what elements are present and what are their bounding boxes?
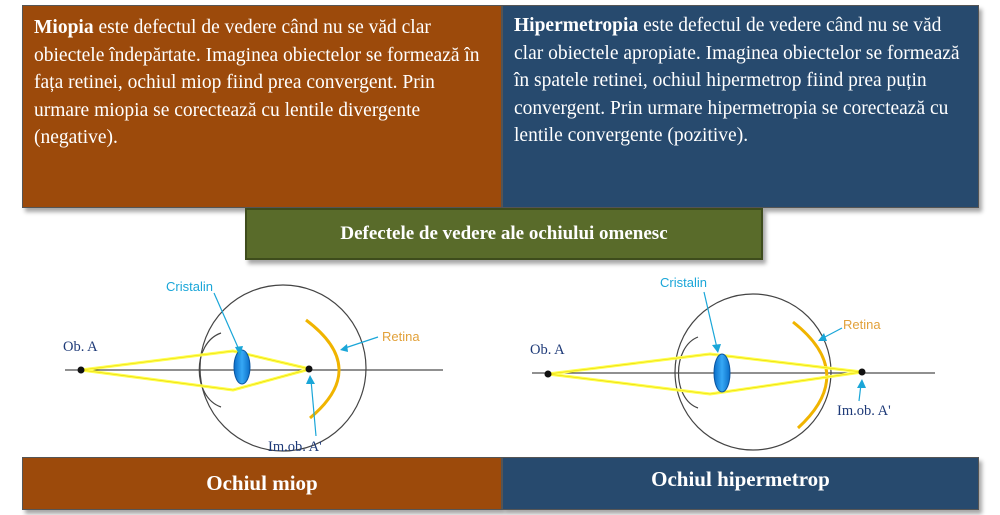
miopia-definition-panel: Miopia este defectul de vedere când nu s… <box>22 5 502 208</box>
myopic-retina <box>305 318 341 420</box>
myopic-cristalin-arrowhead <box>235 346 243 356</box>
hipermetropia-paragraph: Hipermetropia este defectul de vedere câ… <box>514 12 968 150</box>
hyperopic-ray-upper <box>547 352 863 376</box>
myopic-object-label: Ob. A <box>63 339 98 355</box>
miopia-text: este defectul de vedere când nu se văd c… <box>34 17 480 148</box>
myopic-retina-pointer <box>344 336 379 349</box>
hyperopic-crystalline-lens <box>713 353 731 393</box>
myopic-retina-label: Retina <box>382 329 420 344</box>
hyperopic-ray-lower <box>547 370 863 396</box>
hyperopic-retina-arrowhead <box>818 333 827 341</box>
hyperopic-object-point <box>544 370 552 378</box>
myopic-image-pointer <box>310 379 317 437</box>
miopia-paragraph: Miopia este defectul de vedere când nu s… <box>34 14 491 152</box>
hyperopic-image-point <box>858 368 866 376</box>
myopic-eyeball <box>199 284 367 452</box>
hyperopic-image-arrowhead <box>857 379 866 388</box>
myopic-object-point <box>77 366 85 374</box>
myopic-eye-caption: Ochiul miop <box>22 457 502 510</box>
hyperopic-eyeball <box>674 293 832 451</box>
myopic-eye-diagram: Cristalin Retina Ob. A Im.ob. A' <box>63 279 443 455</box>
hipermetropia-term: Hipermetropia <box>514 15 639 36</box>
myopic-image-point <box>305 365 313 373</box>
hyperopic-retina-label: Retina <box>843 317 881 332</box>
myopic-image-arrowhead <box>306 375 315 384</box>
hyperopic-object-label: Ob. A <box>530 342 565 358</box>
hyperopic-eye-caption: Ochiul hipermetrop <box>502 457 979 510</box>
hyperopic-cristalin-label: Cristalin <box>660 275 707 290</box>
myopic-cristalin-label: Cristalin <box>166 279 213 294</box>
hyperopic-retina-pointer <box>822 327 843 339</box>
hyperopic-cristalin-pointer <box>703 291 718 349</box>
hyperopic-eye-diagram: Cristalin Retina Ob. A Im.ob. A' <box>530 275 935 451</box>
miopia-term: Miopia <box>34 17 94 38</box>
diagram-title: Defectele de vedere ale ochiului omenesc <box>245 208 763 260</box>
hyperopic-image-label: Im.ob. A' <box>837 403 891 419</box>
myopic-ray-lower <box>80 367 311 392</box>
myopic-crystalline-lens <box>233 349 251 385</box>
hyperopic-cornea <box>678 336 699 409</box>
hipermetropia-text: este defectul de vedere când nu se văd c… <box>514 15 960 146</box>
myopic-cristalin-pointer <box>213 292 241 353</box>
myopic-retina-arrowhead <box>340 344 348 352</box>
hipermetropia-definition-panel: Hipermetropia este defectul de vedere câ… <box>502 5 979 208</box>
myopic-image-label: Im.ob. A' <box>268 439 322 455</box>
myopic-ray-upper <box>80 349 311 372</box>
hyperopic-retina <box>792 320 829 430</box>
hyperopic-ray-core <box>547 353 863 395</box>
hyperopic-cristalin-arrowhead <box>712 344 721 353</box>
myopic-cornea <box>198 332 222 408</box>
